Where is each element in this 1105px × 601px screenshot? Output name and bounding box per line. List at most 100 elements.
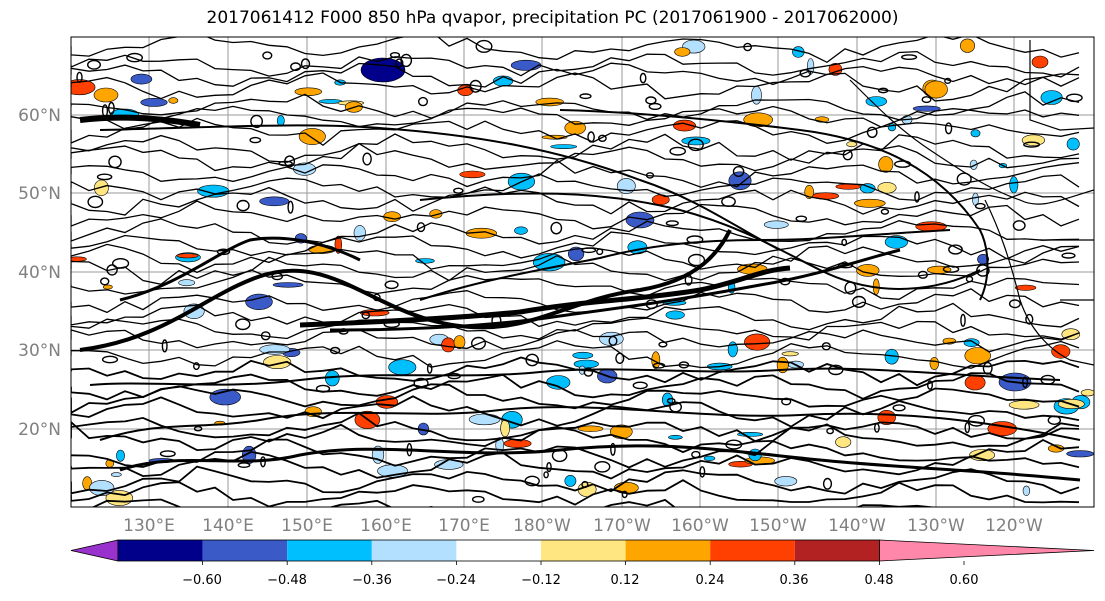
contour-loop (249, 136, 262, 144)
precip-patch (1021, 134, 1046, 146)
contour-loop (921, 96, 932, 104)
precip-patch (510, 59, 542, 71)
precip-patch (963, 338, 980, 348)
contour-loop (917, 270, 929, 279)
precip-patch (573, 359, 599, 369)
contour-loop (250, 114, 264, 129)
contour-loop (1012, 220, 1026, 231)
precip-patch (176, 253, 199, 259)
contour-loop (594, 460, 611, 473)
precip-patch (924, 80, 948, 99)
colorbar-tick-label: 0.12 (611, 573, 640, 588)
colorbar-tick-label: −0.36 (352, 573, 392, 588)
colorbar-segment (625, 540, 711, 561)
contour-loop (799, 69, 812, 78)
contour-loop (1023, 141, 1041, 148)
precip-patch (970, 129, 981, 138)
lon-label: 130°E (123, 516, 175, 536)
lon-label: 170°E (438, 516, 490, 536)
contour-line (71, 302, 1080, 331)
contour-line (71, 254, 1080, 285)
contour-loop (216, 248, 231, 256)
precip-patch (959, 38, 975, 53)
precip-patch (572, 351, 594, 359)
contour-line (71, 356, 1080, 387)
contour-loop (598, 134, 607, 143)
contour-loop (525, 353, 540, 367)
precip-patch (71, 256, 87, 262)
contour-loop (822, 477, 833, 490)
contour-line (71, 218, 1080, 245)
contour-loop (1022, 376, 1029, 389)
precip-patch (1066, 137, 1080, 151)
contour-loop (942, 265, 960, 273)
contour-loop (416, 222, 426, 233)
colorbar-tick-label: −0.60 (182, 573, 222, 588)
contour-loop (645, 172, 655, 179)
contour-loop (795, 215, 808, 222)
contour-loop (426, 363, 433, 374)
contour-loop (880, 208, 890, 215)
contour-loop (826, 427, 834, 435)
contour-loop (278, 160, 293, 167)
contour-line (71, 340, 1080, 369)
colorbar-segment (541, 540, 626, 561)
contour-loop (687, 138, 704, 152)
precip-patch (388, 359, 417, 376)
contour-loop (413, 377, 429, 389)
colorbar-segment (118, 540, 203, 561)
precip-patch (564, 474, 577, 487)
contour-loop (237, 462, 251, 468)
colorbar-tick-label: −0.48 (267, 573, 307, 588)
contour-line (71, 105, 1080, 130)
contour-line (71, 62, 1080, 88)
precip-patch (468, 413, 501, 426)
contour-loop (126, 52, 144, 63)
contour-loop (781, 397, 792, 406)
precip-patch (353, 225, 366, 241)
contour-loop (389, 51, 401, 59)
contour-loop (964, 422, 971, 434)
contour-loop (106, 264, 118, 276)
precip-patch (865, 96, 887, 107)
contour-loop (587, 131, 595, 143)
contour-loop (287, 200, 294, 214)
lat-label: 20°N (18, 420, 61, 440)
contour-line (71, 142, 1080, 172)
contour-loop (878, 87, 889, 94)
contour-loop (652, 362, 666, 369)
precip-patch (116, 449, 125, 462)
contour-loop (159, 450, 176, 458)
precip-patch (93, 87, 119, 103)
precip-patch (878, 156, 894, 173)
contour-line (71, 395, 1080, 428)
contour-loop (260, 331, 271, 341)
contour-loop (453, 187, 464, 194)
contour-line (71, 231, 1080, 260)
contour-loop (743, 42, 752, 52)
contour-line (71, 328, 1080, 353)
contour-loop (1066, 93, 1083, 103)
contour-loop (828, 364, 844, 376)
contour-loop (111, 257, 130, 269)
contour-loop (608, 335, 618, 347)
contour-loop (841, 238, 848, 247)
contour-loop (96, 173, 113, 181)
contour-line (71, 72, 1080, 102)
precip-patch (1009, 176, 1019, 194)
contour-loop (974, 202, 986, 210)
contour-loop (471, 336, 487, 350)
contour-line (71, 159, 1080, 188)
lon-label: 120°W (985, 516, 1043, 536)
precip-patch (929, 357, 939, 370)
precip-patch (245, 293, 273, 311)
precip-patch (1014, 284, 1037, 291)
contour-loop (471, 495, 485, 503)
precip-patch (441, 337, 456, 353)
contour-loop (384, 280, 399, 290)
contour-loop (86, 59, 101, 70)
contour-loop (362, 152, 372, 166)
contour-loop (851, 295, 867, 309)
contour-loop (732, 165, 745, 177)
